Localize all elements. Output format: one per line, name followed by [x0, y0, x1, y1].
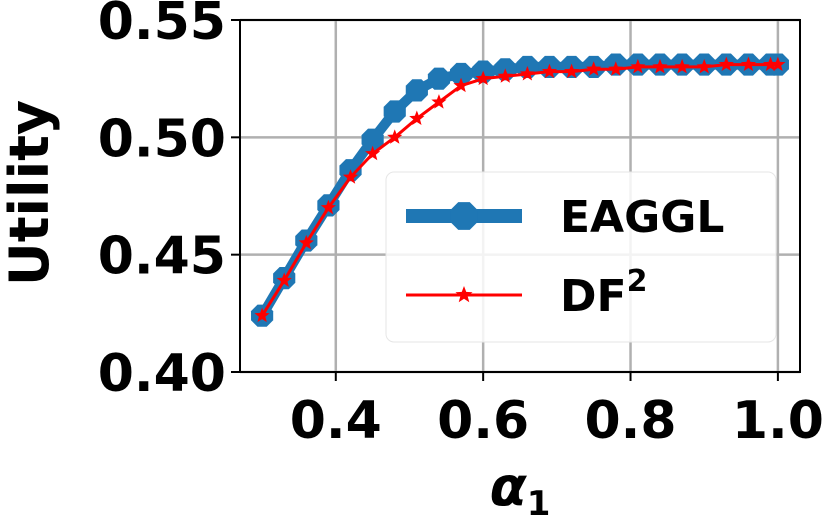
x-tick-label: 0.8 — [584, 391, 676, 451]
x-tick-label: 0.4 — [290, 391, 382, 451]
data-point-df2 — [630, 58, 646, 74]
legend-eaggl-marker — [450, 202, 478, 230]
x-axis: 0.4 0.6 0.8 1.0 — [290, 372, 824, 451]
y-tick-label: 0.45 — [98, 227, 226, 287]
data-point-eaggl — [383, 100, 406, 123]
data-point-df2 — [276, 272, 292, 287]
data-point-df2 — [387, 129, 403, 144]
data-point-df2 — [586, 61, 602, 76]
data-point-df2 — [519, 65, 535, 81]
data-point-df2 — [770, 56, 786, 72]
data-point-df2 — [497, 68, 513, 83]
y-tick-label: 0.55 — [98, 0, 226, 52]
data-point-df2 — [541, 63, 558, 79]
data-point-df2 — [740, 56, 757, 72]
x-axis-label-main: α — [490, 455, 528, 515]
data-point-df2 — [254, 307, 270, 323]
data-point-df2 — [431, 94, 447, 109]
data-point-df2 — [696, 58, 712, 74]
data-point-df2 — [762, 56, 779, 72]
x-axis-label-subscript: 1 — [527, 484, 551, 515]
data-point-df2 — [475, 70, 491, 86]
data-point-df2 — [409, 110, 425, 126]
data-point-eaggl — [427, 67, 451, 90]
data-point-df2 — [718, 56, 734, 72]
x-axis-label: α1 — [490, 455, 551, 515]
legend-df2-marker — [455, 286, 473, 303]
y-tick-label: 0.40 — [98, 344, 226, 404]
legend: EAGGL DF2 — [385, 171, 777, 343]
data-point-df2 — [563, 63, 580, 79]
data-point-df2 — [453, 77, 469, 93]
data-point-df2 — [320, 199, 337, 215]
data-point-df2 — [608, 61, 624, 76]
legend-df2-label: DF2 — [560, 264, 647, 322]
data-point-df2 — [365, 145, 381, 161]
legend-entry-eaggl: EAGGL — [406, 192, 724, 243]
x-tick-label: 0.6 — [437, 391, 529, 451]
legend-df2-label-main: DF — [560, 271, 627, 322]
legend-entry-df2: DF2 — [406, 264, 647, 322]
data-point-eaggl — [361, 128, 384, 151]
x-tick-label: 1.0 — [732, 391, 824, 451]
y-axis: 0.40 0.45 0.50 0.55 — [98, 0, 240, 404]
data-point-df2 — [652, 58, 668, 74]
plot-frame — [239, 19, 801, 373]
legend-df2-label-sup: 2 — [627, 264, 648, 299]
y-axis-label: Utility — [0, 100, 61, 286]
data-point-df2 — [342, 169, 359, 184]
series-df2 — [254, 56, 786, 323]
series-layer — [251, 53, 789, 327]
y-tick-label: 0.50 — [98, 109, 226, 169]
legend-eaggl-label: EAGGL — [560, 192, 724, 243]
data-point-df2 — [674, 58, 690, 74]
data-point-df2 — [298, 234, 314, 250]
data-point-eaggl — [405, 79, 428, 102]
data-point-eaggl — [449, 62, 473, 86]
